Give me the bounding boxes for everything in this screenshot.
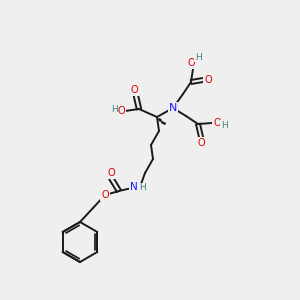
Text: O: O [117, 106, 125, 116]
Text: O: O [107, 168, 115, 178]
Text: H: H [220, 121, 227, 130]
Text: O: O [213, 118, 221, 128]
Text: O: O [197, 138, 205, 148]
Text: H: H [140, 184, 146, 193]
Text: H: H [111, 104, 117, 113]
Text: H: H [195, 52, 201, 62]
Text: O: O [130, 85, 138, 95]
Text: O: O [187, 58, 195, 68]
Text: N: N [169, 103, 177, 113]
Text: N: N [130, 182, 138, 192]
Text: O: O [204, 75, 212, 85]
Text: O: O [101, 190, 109, 200]
